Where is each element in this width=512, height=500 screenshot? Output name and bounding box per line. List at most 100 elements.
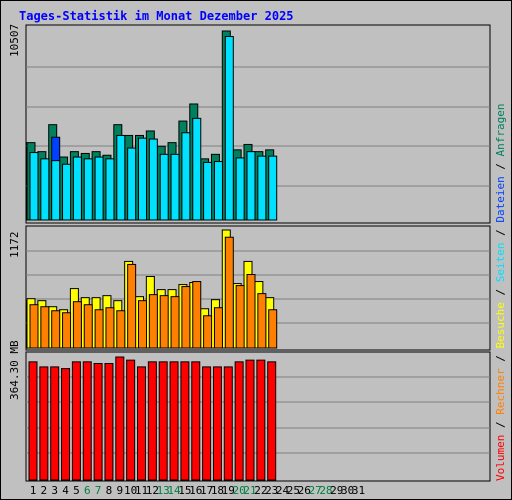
x-tick-label: 4 [62, 484, 69, 497]
bar-seiten-day-22 [257, 155, 267, 221]
bar-volumen-day-8 [104, 363, 114, 481]
legend-separator: / [494, 223, 507, 243]
bar-volumen-day-7 [93, 363, 103, 481]
x-tick-label: 29 [330, 484, 343, 497]
bar-seiten-day-21 [246, 151, 256, 221]
x-tick-label: 28 [319, 484, 332, 497]
x-tick-label: 21 [243, 484, 256, 497]
bar-rechner-day-4 [62, 312, 72, 349]
bar-rechner-day-22 [257, 293, 267, 349]
panel-volume-ymax-label: 364.30 MB [8, 340, 21, 400]
legend-entry-dateien: Dateien [494, 176, 507, 222]
x-tick-label: 24 [276, 484, 290, 497]
x-tick-label: 6 [84, 484, 91, 497]
legend-separator: / [494, 282, 507, 302]
x-tick-label: 17 [200, 484, 213, 497]
panel-volume: 364.30 MB [8, 340, 491, 482]
x-tick-label: 31 [352, 484, 365, 497]
bar-seiten-day-13 [159, 153, 169, 221]
x-tick-label: 18 [211, 484, 224, 497]
x-tick-label: 8 [106, 484, 113, 497]
x-axis-labels: 1 2 3 4 5 6 7 8 9 1011121314151617181920212223242… [30, 484, 365, 497]
bar-volumen-day-21 [245, 359, 255, 481]
x-tick-label: 5 [73, 484, 80, 497]
bar-rechner-day-10 [127, 263, 137, 349]
legend-entry-besuche: Besuche [494, 302, 507, 348]
panel-requests-ymax-label: 10507 [8, 24, 21, 57]
legend-entry-rechner: Rechner [494, 368, 507, 415]
x-tick-label: 13 [157, 484, 170, 497]
bar-seiten-day-23 [268, 155, 278, 221]
x-tick-label: 30 [341, 484, 354, 497]
x-tick-label: 20 [233, 484, 246, 497]
bar-seiten-day-10 [127, 147, 137, 221]
bar-volumen-day-12 [147, 361, 157, 481]
bar-seiten-day-11 [138, 137, 147, 221]
bar-volumen-day-11 [137, 366, 146, 481]
chart-title: Tages-Statistik im Monat Dezember 2025 [19, 9, 294, 23]
bar-seiten-day-1 [29, 152, 39, 221]
bar-seiten-day-19 [224, 36, 234, 221]
bar-rechner-day-15 [181, 286, 191, 349]
bar-rechner-day-13 [159, 295, 169, 349]
bar-seiten-day-8 [105, 158, 115, 221]
bar-seiten-day-16 [192, 117, 202, 221]
x-tick-label: 15 [178, 484, 191, 497]
x-tick-label: 12 [146, 484, 159, 497]
bar-rechner-day-19 [224, 236, 234, 349]
x-tick-label: 27 [308, 484, 321, 497]
bar-rechner-day-7 [94, 309, 104, 349]
bar-rechner-day-16 [192, 281, 202, 349]
bar-volumen-day-17 [202, 366, 212, 481]
bar-volumen-day-2 [39, 366, 49, 481]
bar-volumen-day-18 [212, 366, 222, 481]
x-tick-label: 10 [124, 484, 137, 497]
x-tick-label: 2 [41, 484, 48, 497]
bar-rechner-day-20 [235, 285, 245, 349]
legend-separator: / [494, 415, 507, 435]
legend-separator: / [494, 349, 507, 369]
x-tick-label: 16 [189, 484, 202, 497]
bar-volumen-day-4 [61, 368, 71, 481]
bar-rechner-day-23 [268, 309, 278, 349]
bar-volumen-day-14 [169, 361, 179, 481]
bar-volumen-day-15 [180, 361, 190, 481]
legend-entry-seiten: Seiten [494, 243, 507, 283]
bar-rechner-day-8 [105, 307, 115, 349]
bar-rechner-day-2 [40, 306, 50, 349]
bar-seiten-day-17 [203, 161, 213, 221]
legend-separator: / [494, 156, 507, 176]
panel-requests: 10507 [8, 24, 491, 224]
legend: Volumen / Rechner / Besuche / Seiten / D… [494, 103, 507, 481]
bar-rechner-day-12 [148, 294, 158, 349]
bar-seiten-day-9 [116, 134, 126, 221]
x-tick-label: 26 [298, 484, 311, 497]
bar-seiten-day-3 [51, 160, 61, 221]
bar-rechner-day-21 [246, 274, 256, 349]
x-tick-label: 25 [287, 484, 300, 497]
bar-rechner-day-6 [83, 304, 93, 349]
panel-visits: 1172 [8, 225, 491, 351]
x-tick-label: 7 [95, 484, 102, 497]
bar-rechner-day-18 [213, 307, 223, 349]
bar-rechner-day-17 [203, 315, 213, 349]
bar-seiten-day-2 [40, 158, 50, 221]
bar-rechner-day-5 [72, 301, 82, 349]
bar-volumen-day-13 [158, 361, 168, 481]
bar-rechner-day-3 [51, 310, 61, 349]
x-tick-label: 22 [254, 484, 267, 497]
bar-volumen-day-10 [126, 359, 136, 481]
series-rechner [29, 236, 278, 349]
chart-panels: 10507 1172 364.30 MB [8, 24, 491, 482]
bar-volumen-day-23 [267, 361, 277, 481]
bar-seiten-day-5 [72, 156, 82, 221]
bar-volumen-day-3 [50, 366, 60, 481]
bar-seiten-day-7 [94, 156, 104, 221]
legend-entry-volumen: Volumen [494, 435, 507, 481]
bar-rechner-day-1 [29, 304, 39, 349]
bar-rechner-day-11 [138, 300, 147, 349]
bar-seiten-day-15 [181, 132, 191, 221]
x-tick-label: 3 [51, 484, 58, 497]
